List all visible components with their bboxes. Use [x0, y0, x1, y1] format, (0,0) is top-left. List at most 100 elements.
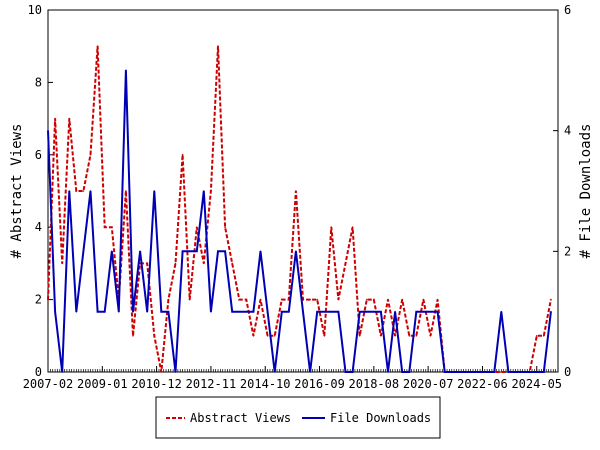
data-point-file-downloads [436, 310, 439, 313]
data-point-file-downloads [366, 310, 368, 313]
data-point-file-downloads [394, 310, 396, 313]
data-point-file-downloads [103, 310, 106, 313]
data-point-file-downloads [429, 310, 432, 313]
data-point-file-downloads [302, 310, 304, 313]
data-point-abstract-views [259, 298, 262, 301]
data-point-abstract-views [61, 262, 63, 265]
data-point-abstract-views [146, 262, 148, 265]
data-point-abstract-views [373, 298, 375, 301]
data-point-abstract-views [408, 335, 411, 337]
data-point-abstract-views [252, 335, 255, 337]
data-point-abstract-views [111, 226, 113, 228]
data-point-abstract-views [500, 371, 503, 373]
data-point-file-downloads [146, 310, 148, 313]
data-point-file-downloads [125, 69, 127, 72]
data-point-abstract-views [394, 335, 396, 337]
data-point-file-downloads [358, 310, 361, 313]
data-point-file-downloads [96, 310, 99, 313]
data-point-file-downloads [196, 250, 198, 253]
x-tick-label: 2022-06 [457, 377, 508, 391]
data-point-abstract-views [273, 335, 276, 337]
data-point-file-downloads [273, 371, 276, 373]
data-point-abstract-views [380, 335, 382, 337]
y-left-tick-label: 8 [35, 75, 42, 89]
data-point-file-downloads [181, 250, 184, 253]
data-point-file-downloads [514, 371, 517, 373]
data-point-abstract-views [153, 335, 156, 337]
data-point-file-downloads [203, 190, 205, 192]
data-point-file-downloads [132, 310, 134, 313]
y-right-tick-label: 6 [564, 3, 571, 17]
data-point-abstract-views [82, 190, 85, 192]
x-tick-label: 2007-02 [23, 377, 74, 391]
data-point-abstract-views [536, 335, 538, 337]
data-point-file-downloads [252, 310, 255, 313]
data-point-abstract-views [231, 262, 233, 265]
data-point-file-downloads [472, 371, 474, 373]
y-right-tick-label: 0 [564, 365, 571, 379]
data-point-file-downloads [500, 310, 503, 313]
data-point-file-downloads [68, 190, 71, 192]
data-point-file-downloads [465, 371, 467, 373]
data-point-file-downloads [408, 371, 411, 373]
data-point-file-downloads [401, 371, 404, 373]
data-point-file-downloads [316, 310, 319, 313]
data-point-file-downloads [536, 371, 538, 373]
data-point-abstract-views [47, 298, 49, 301]
data-point-file-downloads [543, 371, 545, 373]
x-tick-label: 2018-08 [349, 377, 400, 391]
data-point-file-downloads [238, 310, 241, 313]
data-point-abstract-views [358, 335, 361, 337]
data-point-file-downloads [309, 371, 311, 373]
data-point-abstract-views [337, 298, 340, 301]
data-point-file-downloads [422, 310, 425, 313]
data-point-file-downloads [281, 310, 283, 313]
series-line-abstract-views [47, 46, 552, 373]
y-left-tick-label: 10 [28, 3, 42, 17]
data-point-file-downloads [344, 371, 347, 373]
data-point-file-downloads [188, 250, 191, 253]
data-point-abstract-views [281, 298, 283, 301]
data-point-file-downloads [75, 310, 78, 313]
data-point-file-downloads [167, 310, 170, 313]
data-point-file-downloads [210, 310, 212, 313]
data-point-abstract-views [132, 335, 134, 337]
y-left-tick-label: 6 [35, 148, 42, 162]
data-point-file-downloads [89, 190, 92, 192]
data-point-abstract-views [203, 262, 205, 265]
data-point-file-downloads [486, 371, 489, 373]
data-point-abstract-views [415, 335, 418, 337]
x-tick-label: 2016-09 [294, 377, 345, 391]
data-point-abstract-views [160, 371, 163, 373]
data-point-abstract-views [125, 190, 127, 192]
data-point-file-downloads [528, 371, 531, 373]
data-point-file-downloads [521, 371, 524, 373]
data-point-file-downloads [266, 310, 269, 313]
data-point-file-downloads [330, 310, 333, 313]
data-point-file-downloads [458, 371, 460, 373]
y-left-tick-label: 2 [35, 293, 42, 307]
data-point-file-downloads [479, 371, 481, 373]
data-point-abstract-views [181, 154, 184, 156]
data-point-file-downloads [337, 310, 340, 313]
data-point-abstract-views [103, 226, 106, 228]
data-point-abstract-views [54, 117, 56, 120]
data-point-abstract-views [266, 335, 269, 337]
data-point-file-downloads [217, 250, 219, 253]
data-point-abstract-views [401, 298, 404, 301]
data-point-file-downloads [507, 371, 510, 373]
x-tick-label: 2020-07 [403, 377, 454, 391]
data-point-abstract-views [387, 298, 389, 301]
data-point-abstract-views [344, 262, 347, 265]
data-point-abstract-views [422, 298, 425, 301]
x-tick-label: 2014-10 [240, 377, 291, 391]
data-point-abstract-views [550, 298, 552, 301]
data-point-file-downloads [153, 190, 156, 192]
data-point-file-downloads [54, 310, 56, 313]
series-layer [47, 45, 552, 373]
data-point-abstract-views [68, 117, 71, 120]
data-point-file-downloads [288, 310, 290, 313]
x-tick-label: 2010-12 [131, 377, 182, 391]
